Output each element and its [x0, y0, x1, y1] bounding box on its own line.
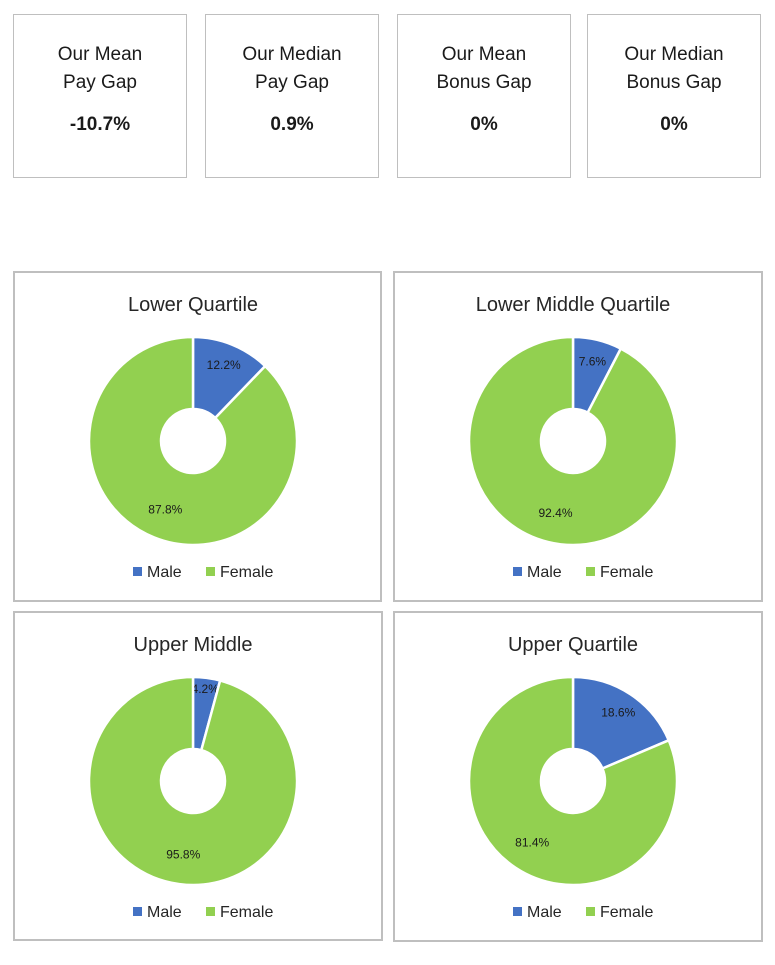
legend-label-male: Male — [147, 904, 182, 921]
pie-slice-female — [467, 335, 679, 547]
stat-value: 0.9% — [270, 114, 314, 135]
donut-chart: Lower Middle Quartile 7.6% 92.4% Male Female — [467, 294, 679, 581]
pie-slice-female — [87, 335, 299, 547]
stat-value: -10.7% — [69, 114, 131, 135]
chart-panel-lower-quartile: Lower Quartile 12.2% 87.8% Male Female — [13, 271, 382, 602]
legend-swatch-female — [586, 907, 595, 916]
legend-label-female: Female — [220, 564, 273, 581]
legend-swatch-male — [133, 567, 142, 576]
stat-label: Our Mean Bonus Gap — [398, 41, 570, 97]
chart-title: Upper Quartile — [508, 634, 638, 656]
stat-label-line: Our Mean — [441, 44, 527, 65]
donut-chart: Lower Quartile 12.2% 87.8% Male Female — [87, 294, 299, 581]
data-label: 7.6% — [579, 354, 607, 368]
stat-label-line: Our Median — [242, 44, 342, 65]
stat-label: Our Mean Pay Gap — [14, 41, 186, 97]
legend-swatch-female — [206, 567, 215, 576]
legend-swatch-male — [133, 907, 142, 916]
legend-label-female: Female — [220, 904, 273, 921]
stat-value: 0% — [660, 114, 688, 135]
legend-swatch-male — [513, 567, 522, 576]
donut-chart: Upper Middle 4.2% 95.8% Male Female — [87, 634, 299, 921]
stat-card-median-pay-gap: Our Median Pay Gap 0.9% — [205, 14, 379, 178]
stat-value: 0% — [470, 114, 498, 135]
pie-slice-female — [87, 675, 299, 887]
data-label: 92.4% — [538, 506, 572, 520]
stat-label-line: Pay Gap — [63, 72, 137, 93]
stat-card-mean-pay-gap: Our Mean Pay Gap -10.7% — [13, 14, 187, 178]
chart-title: Lower Middle Quartile — [476, 294, 671, 316]
data-label: 18.6% — [601, 706, 635, 720]
chart-title: Lower Quartile — [128, 294, 258, 316]
legend-swatch-male — [513, 907, 522, 916]
stat-card-mean-bonus-gap: Our Mean Bonus Gap 0% — [397, 14, 571, 178]
donut-chart: Upper Quartile 18.6% 81.4% Male Female — [467, 634, 679, 921]
stat-label-line: Pay Gap — [255, 72, 329, 93]
stat-label: Our Median Pay Gap — [206, 41, 378, 97]
stat-label-line: Our Mean — [57, 44, 143, 65]
legend-swatch-female — [206, 907, 215, 916]
pie-slice-female — [467, 675, 679, 887]
data-label: 95.8% — [166, 847, 200, 861]
chart-panel-upper-quartile: Upper Quartile 18.6% 81.4% Male Female — [393, 611, 763, 942]
legend-label-male: Male — [527, 564, 562, 581]
stat-label-line: Bonus Gap — [436, 72, 532, 93]
legend-label-female: Female — [600, 904, 653, 921]
stat-label-line: Our Median — [624, 44, 724, 65]
chart-panel-upper-middle: Upper Middle 4.2% 95.8% Male Female — [13, 611, 383, 941]
legend-label-female: Female — [600, 564, 653, 581]
stat-card-median-bonus-gap: Our Median Bonus Gap 0% — [587, 14, 761, 178]
legend-swatch-female — [586, 567, 595, 576]
legend-label-male: Male — [527, 904, 562, 921]
data-label: 87.8% — [148, 503, 182, 517]
data-label: 12.2% — [207, 358, 241, 372]
chart-panel-lower-middle-quartile: Lower Middle Quartile 7.6% 92.4% Male Female — [393, 271, 763, 602]
stat-label: Our Median Bonus Gap — [588, 41, 760, 97]
legend-label-male: Male — [147, 564, 182, 581]
data-label: 4.2% — [192, 682, 220, 696]
chart-title: Upper Middle — [134, 634, 253, 656]
stat-label-line: Bonus Gap — [626, 72, 722, 93]
data-label: 81.4% — [515, 836, 549, 850]
pie-slice-male — [571, 675, 671, 771]
